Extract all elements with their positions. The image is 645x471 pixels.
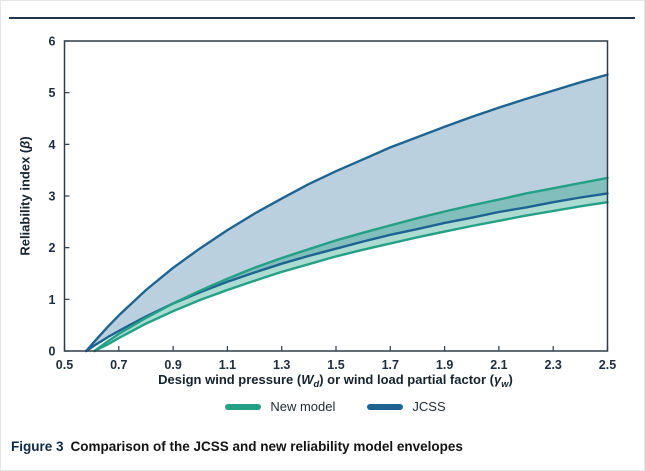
figure-caption: Figure 3 Comparison of the JCSS and new r… — [11, 439, 463, 454]
x-tick-label: 1.5 — [327, 358, 344, 372]
x-tick-label: 0.5 — [56, 358, 73, 372]
jcss-envelope-fill — [86, 74, 608, 351]
legend-label-jcss: JCSS — [412, 399, 446, 414]
y-tick-label: 3 — [49, 190, 56, 204]
legend-item-jcss: JCSS — [367, 399, 446, 414]
reliability-chart: 0.5 0.7 0.9 1.1 1.3 1.5 1.7 1.9 2.1 2.3 2.5 0 1 2 3 4 5 6 — [49, 35, 617, 373]
new-model-upper-curve — [93, 176, 609, 353]
x-tick-label: 1.3 — [273, 358, 290, 372]
legend-swatch-new-model — [225, 403, 262, 410]
y-tick-label: 0 — [49, 345, 56, 359]
x-tick-label: 2.3 — [545, 358, 562, 372]
y-tick-label: 1 — [49, 293, 56, 307]
legend-item-new-model: New model — [225, 399, 335, 414]
y-tick-label: 4 — [49, 138, 56, 152]
x-tick-label: 1.9 — [436, 358, 453, 372]
new-model-lower-curve — [93, 201, 609, 353]
figure-caption-text: Comparison of the JCSS and new reliabili… — [70, 439, 463, 454]
y-tick-label: 6 — [49, 35, 56, 49]
jcss-lower-curve — [85, 192, 609, 353]
y-tick-label: 2 — [49, 241, 56, 255]
x-tick-label: 2.5 — [599, 358, 616, 372]
jcss-upper-curve — [85, 73, 609, 353]
top-rule — [9, 17, 635, 19]
legend-label-new-model: New model — [270, 399, 336, 414]
figure-caption-label: Figure 3 — [11, 439, 64, 454]
legend-swatch-jcss — [367, 403, 404, 410]
x-tick-label: 1.7 — [382, 358, 399, 372]
new-model-envelope-fill — [94, 177, 608, 351]
x-tick-label: 0.9 — [164, 358, 181, 372]
x-tick-label: 1.1 — [219, 358, 236, 372]
x-axis-title: Design wind pressure (Wd) or wind load p… — [158, 372, 513, 389]
chart-legend: New model JCSS — [64, 399, 607, 414]
x-tick-label: 2.1 — [490, 358, 507, 372]
x-tick-label: 0.7 — [110, 358, 127, 372]
y-tick-label: 5 — [49, 86, 56, 100]
